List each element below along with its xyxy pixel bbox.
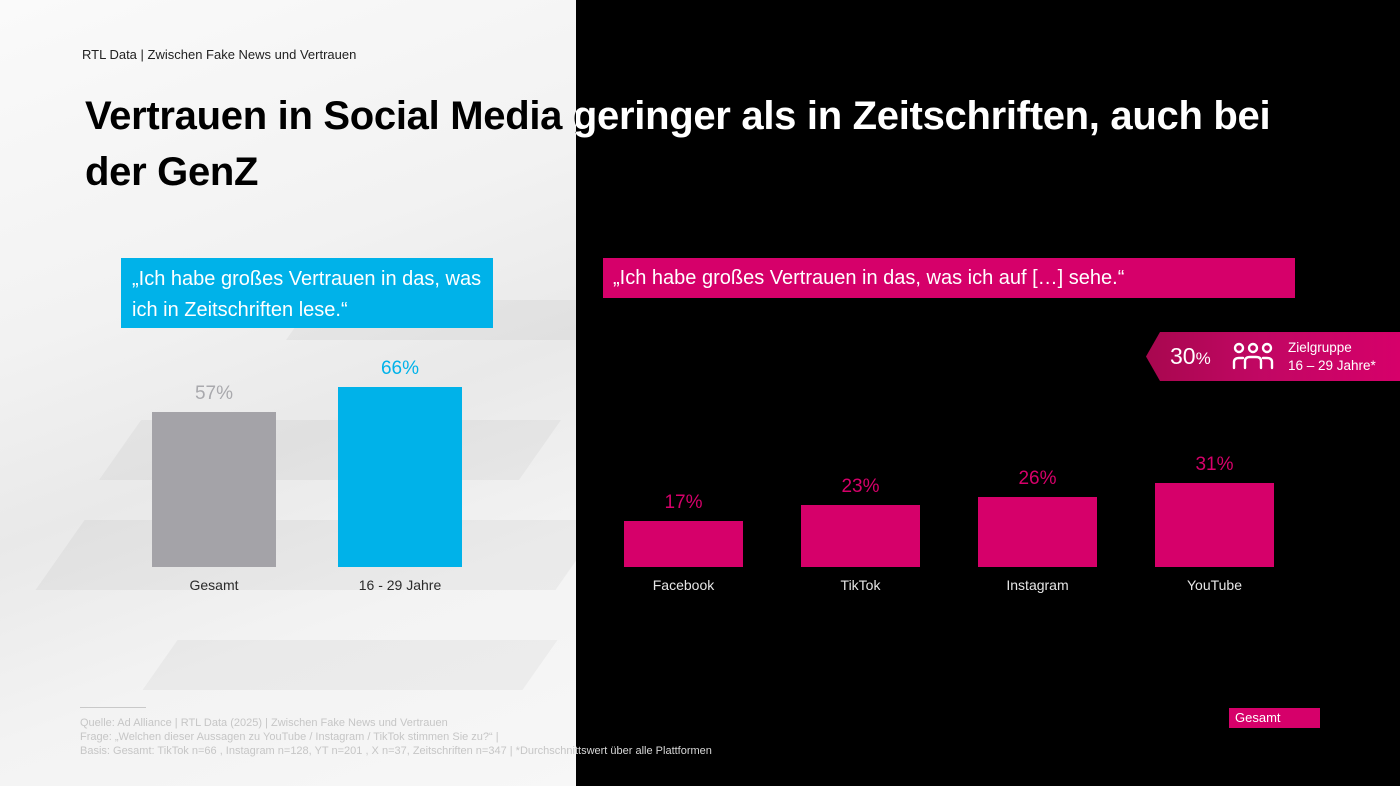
bar-gesamt (152, 411, 276, 567)
footnote-divider (80, 707, 146, 708)
footnote: Quelle: Ad Alliance | RTL Data (2025) | … (80, 717, 576, 757)
footnote-light-part: Quelle: Ad Alliance | RTL Data (2025) | … (576, 0, 1400, 786)
right-panel-background (576, 0, 1400, 786)
bar-tiktok (801, 504, 920, 567)
category-label: YouTube (1186, 577, 1242, 593)
category-label: 16 - 29 Jahre (358, 577, 442, 593)
bar-facebook (624, 520, 743, 567)
bar-value-label: 17% (664, 491, 703, 513)
bar-value-label: 31% (1195, 454, 1234, 475)
bar-value-label: 57% (194, 382, 234, 404)
group-people-icon (1232, 342, 1274, 370)
kicker-text: RTL Data | Zwischen Fake News und Vertra… (82, 47, 357, 62)
bar-youtube (1155, 483, 1274, 567)
bar-instagram (978, 496, 1097, 567)
footnote-dark-part: Quelle: Ad Alliance | RTL Data (2025) | … (0, 0, 576, 786)
legend-gesamt: Gesamt (1229, 708, 1320, 728)
bar-value-label: 26% (1018, 467, 1057, 489)
title-light-part: Vertrauen in Social Media geringer als i… (576, 0, 1400, 786)
badge-caption: Zielgruppe 16 – 29 Jahre* (1288, 340, 1376, 373)
category-label: Facebook (652, 577, 715, 593)
left-panel-background (0, 0, 576, 786)
target-group-badge: 30% Zielgruppe 16 – 29 Jahre* (1146, 332, 1400, 381)
category-label: Instagram (1006, 577, 1069, 593)
title-dark-part: Vertrauen in Social Media geringer als i… (0, 0, 576, 786)
footnote-overlay: Quelle: Ad Alliance | RTL Data (2025) | … (576, 745, 712, 757)
social-media-quote-box: „Ich habe großes Vertrauen in das, was i… (603, 258, 1295, 298)
page-title: Vertrauen in Social Media geringer als i… (85, 94, 576, 194)
bar-value-label: 66% (380, 358, 420, 379)
bar-value-label: 23% (841, 475, 880, 497)
badge-value: 30% (1170, 343, 1211, 369)
bar-16-29-jahre (338, 387, 462, 567)
category-label: Gesamt (189, 577, 239, 593)
category-label: TikTok (840, 577, 881, 593)
magazines-quote-box: „Ich habe großes Vertrauen in das, was i… (121, 258, 493, 328)
page-title-overlay: Vertrauen in Social Media geringer als i… (576, 94, 1271, 138)
